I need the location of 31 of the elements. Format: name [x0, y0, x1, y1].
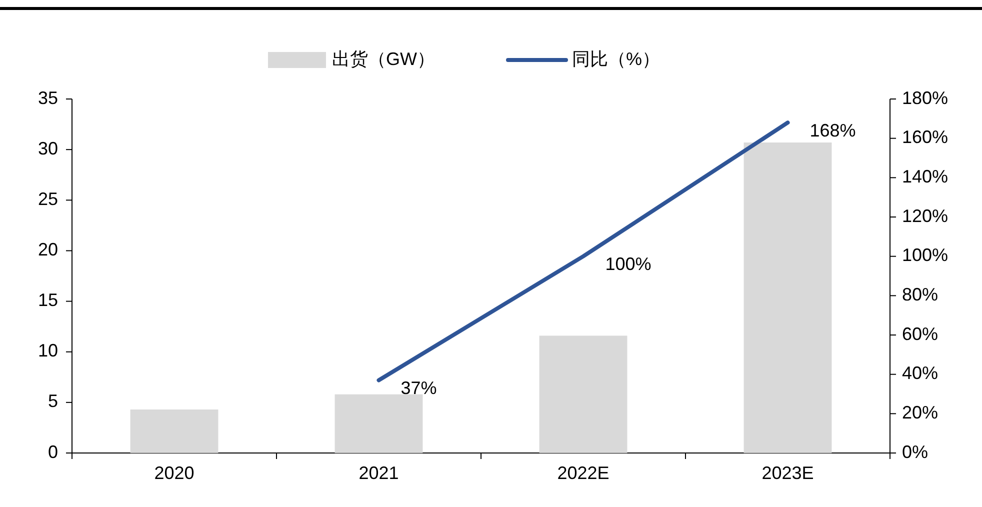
y2-tick-label: 160% — [902, 127, 948, 148]
bar — [334, 394, 423, 453]
y-tick-label: 20 — [38, 239, 58, 260]
y-tick-label: 0 — [48, 442, 58, 462]
data-label: 168% — [810, 120, 856, 140]
y2-tick-label: 140% — [902, 166, 948, 186]
y-tick-label: 5 — [48, 391, 58, 412]
x-tick-label: 2021 — [358, 463, 399, 483]
bar — [744, 142, 832, 453]
bar — [130, 410, 218, 453]
legend-label: 同比（%） — [572, 48, 660, 69]
data-label: 100% — [605, 254, 652, 274]
y2-tick-label: 20% — [902, 402, 938, 422]
y-tick-label: 25 — [38, 188, 58, 209]
y-tick-label: 35 — [38, 88, 58, 108]
legend-label: 出货（GW） — [332, 48, 435, 69]
y2-tick-label: 80% — [902, 284, 938, 304]
y2-tick-label: 40% — [902, 363, 938, 384]
y2-tick-label: 60% — [902, 324, 938, 344]
x-tick-label: 2020 — [154, 463, 194, 483]
y-tick-label: 15 — [38, 290, 58, 310]
x-tick-label: 2022E — [557, 463, 610, 483]
y-tick-label: 30 — [38, 138, 58, 158]
y2-tick-label: 0% — [902, 442, 928, 462]
data-label: 37% — [400, 378, 437, 398]
bar — [539, 336, 628, 453]
x-tick-label: 2023E — [762, 463, 814, 483]
y2-tick-label: 120% — [902, 206, 948, 226]
y-tick-label: 10 — [38, 340, 58, 361]
y2-tick-label: 180% — [902, 88, 948, 108]
y2-tick-label: 100% — [902, 245, 948, 266]
